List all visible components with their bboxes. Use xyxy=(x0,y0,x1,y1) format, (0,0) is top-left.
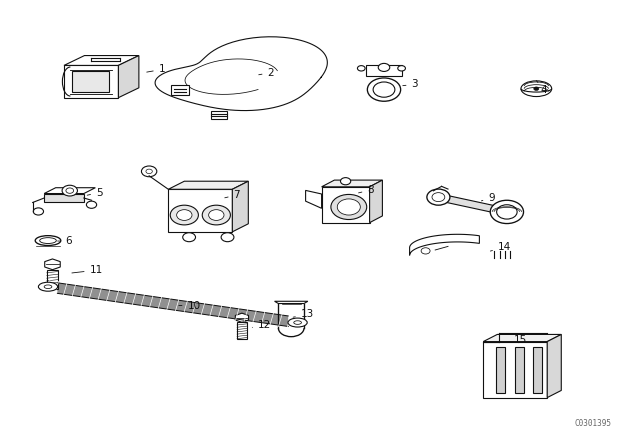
Circle shape xyxy=(331,194,367,220)
Ellipse shape xyxy=(294,321,301,324)
Polygon shape xyxy=(47,270,58,289)
Circle shape xyxy=(62,185,77,196)
Circle shape xyxy=(340,177,351,185)
Polygon shape xyxy=(533,347,542,393)
Polygon shape xyxy=(171,85,189,95)
Circle shape xyxy=(33,208,44,215)
Polygon shape xyxy=(322,187,370,223)
Text: 12: 12 xyxy=(252,320,271,330)
Polygon shape xyxy=(483,334,561,341)
Circle shape xyxy=(534,87,539,90)
Circle shape xyxy=(209,210,224,220)
Circle shape xyxy=(183,233,196,241)
Circle shape xyxy=(221,233,234,241)
Polygon shape xyxy=(237,322,247,339)
Circle shape xyxy=(432,193,445,202)
Circle shape xyxy=(421,248,430,254)
Text: 10: 10 xyxy=(179,301,201,310)
Circle shape xyxy=(497,205,517,219)
Polygon shape xyxy=(72,71,109,92)
Polygon shape xyxy=(45,259,60,270)
Circle shape xyxy=(146,169,152,173)
Circle shape xyxy=(202,205,230,225)
Circle shape xyxy=(170,205,198,225)
Polygon shape xyxy=(44,188,95,194)
Text: 9: 9 xyxy=(481,193,495,203)
Polygon shape xyxy=(236,313,248,322)
Circle shape xyxy=(398,66,406,71)
Polygon shape xyxy=(155,37,327,111)
Polygon shape xyxy=(44,194,84,202)
Polygon shape xyxy=(366,65,402,76)
Text: 8: 8 xyxy=(358,185,374,195)
Polygon shape xyxy=(64,65,118,98)
Polygon shape xyxy=(322,180,383,187)
Text: 5: 5 xyxy=(87,188,102,198)
Polygon shape xyxy=(58,283,288,327)
Text: 3: 3 xyxy=(403,79,418,89)
Ellipse shape xyxy=(35,236,61,246)
Polygon shape xyxy=(211,111,227,119)
Circle shape xyxy=(177,210,192,220)
Circle shape xyxy=(490,200,524,224)
Text: 1: 1 xyxy=(147,65,165,74)
Circle shape xyxy=(373,82,395,97)
Text: 15: 15 xyxy=(514,336,527,345)
Circle shape xyxy=(141,166,157,177)
Polygon shape xyxy=(438,194,507,215)
Text: 13: 13 xyxy=(293,310,314,319)
Circle shape xyxy=(367,78,401,101)
Circle shape xyxy=(378,64,390,71)
Ellipse shape xyxy=(40,237,56,244)
Text: 6: 6 xyxy=(58,236,72,246)
Polygon shape xyxy=(515,347,524,393)
Ellipse shape xyxy=(44,285,52,289)
Text: C0301395: C0301395 xyxy=(575,419,612,428)
Polygon shape xyxy=(232,181,248,232)
Polygon shape xyxy=(370,180,383,223)
Polygon shape xyxy=(168,181,248,189)
Polygon shape xyxy=(168,189,232,232)
Circle shape xyxy=(427,189,450,205)
Circle shape xyxy=(357,66,365,71)
Text: 14: 14 xyxy=(490,242,511,252)
Text: 4: 4 xyxy=(536,81,547,95)
Polygon shape xyxy=(496,347,505,393)
Polygon shape xyxy=(547,334,561,398)
Polygon shape xyxy=(118,56,139,98)
Ellipse shape xyxy=(288,318,307,327)
Polygon shape xyxy=(306,190,322,208)
Circle shape xyxy=(86,201,97,208)
Ellipse shape xyxy=(521,81,552,96)
Polygon shape xyxy=(410,234,479,255)
Polygon shape xyxy=(64,56,139,65)
Text: 2: 2 xyxy=(259,68,274,78)
Text: 11: 11 xyxy=(72,265,103,275)
Ellipse shape xyxy=(38,282,58,291)
Text: 7: 7 xyxy=(225,190,240,200)
Polygon shape xyxy=(275,302,308,304)
Polygon shape xyxy=(483,341,547,398)
Circle shape xyxy=(66,188,74,193)
Circle shape xyxy=(337,199,360,215)
